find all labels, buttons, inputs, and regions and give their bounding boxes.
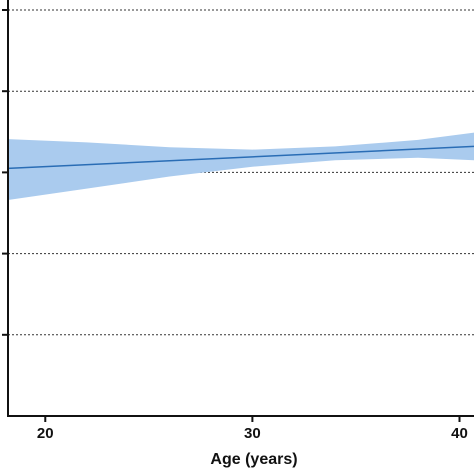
x-tick-label: 20: [37, 425, 54, 442]
confidence-band: [8, 132, 474, 201]
line: [7, 145, 474, 170]
x-tick-label: 40: [451, 425, 468, 442]
x-axis-label: Age (years): [210, 451, 297, 468]
x-tick-label: 30: [244, 425, 261, 442]
